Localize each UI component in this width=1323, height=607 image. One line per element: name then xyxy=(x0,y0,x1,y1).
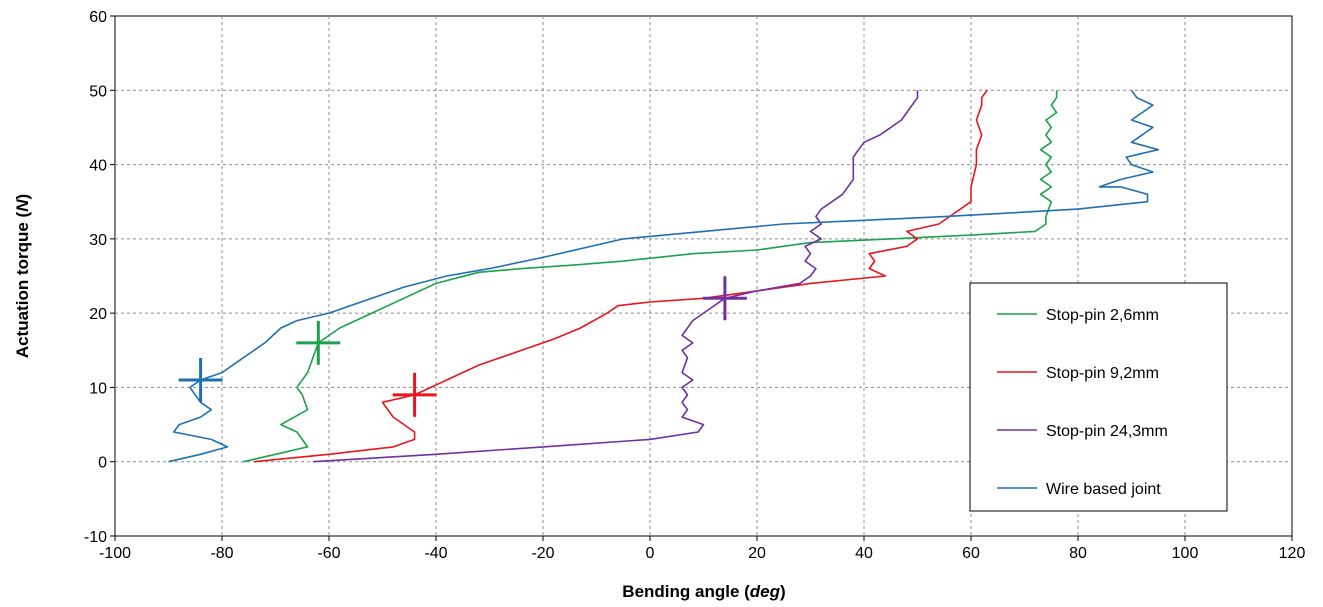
x-tick-label: -60 xyxy=(317,545,340,562)
legend: Stop-pin 2,6mm Stop-pin 9,2mm Stop-pin 24,… xyxy=(969,282,1228,512)
gridlines xyxy=(115,16,1292,536)
x-tick-labels: -100 -80 -60 -40 -20 0 20 40 60 80 100 120 xyxy=(99,536,1305,562)
x-tick-label: -80 xyxy=(210,545,233,562)
legend-label-stop-pin-2-6mm: Stop-pin 2,6mm xyxy=(1046,307,1159,324)
marker-stop-pin-2-6mm xyxy=(296,320,341,365)
y-tick-label: 30 xyxy=(89,232,107,249)
marker-stop-pin-24-3mm xyxy=(702,276,747,321)
series-line-wire-based-joint xyxy=(168,89,1160,463)
y-tick-labels: -10 0 10 20 30 40 50 60 xyxy=(84,9,115,546)
y-tick-label: 10 xyxy=(89,380,107,397)
y-axis-title: Actuation torque (N) xyxy=(13,194,32,358)
x-axis-title: Bending angle (deg) xyxy=(622,582,785,601)
x-tick-label: 100 xyxy=(1172,545,1199,562)
marker-wire-based-joint xyxy=(178,358,223,402)
x-tick-label: 0 xyxy=(646,545,655,562)
target-markers xyxy=(178,276,747,417)
legend-items: Stop-pin 2,6mm Stop-pin 9,2mm Stop-pin 24,… xyxy=(997,307,1168,498)
series-line-stop-pin-2-6mm xyxy=(243,90,1058,463)
legend-box xyxy=(969,282,1228,512)
legend-label-stop-pin-24-3mm: Stop-pin 24,3mm xyxy=(1046,423,1168,440)
y-tick-label: 50 xyxy=(89,83,107,100)
x-tick-label: -20 xyxy=(531,545,554,562)
x-tick-label: 80 xyxy=(1069,545,1087,562)
series-line-stop-pin-24-3mm xyxy=(312,90,919,463)
x-tick-label: 20 xyxy=(748,545,766,562)
y-tick-label: 40 xyxy=(89,158,107,175)
legend-label-stop-pin-9-2mm: Stop-pin 9,2mm xyxy=(1046,365,1159,382)
marker-stop-pin-9-2mm xyxy=(392,372,437,417)
y-tick-label: 0 xyxy=(98,455,107,472)
x-tick-label: 40 xyxy=(855,545,873,562)
x-tick-label: -40 xyxy=(424,545,447,562)
y-tick-label: -10 xyxy=(84,529,107,546)
x-tick-label: 60 xyxy=(962,545,980,562)
y-tick-label: 20 xyxy=(89,306,107,323)
series-layer xyxy=(168,89,1160,463)
x-tick-label: -100 xyxy=(99,545,131,562)
legend-label-wire-based-joint: Wire based joint xyxy=(1046,481,1161,498)
x-tick-label: 120 xyxy=(1279,545,1306,562)
series-line-stop-pin-9-2mm xyxy=(254,89,988,463)
y-tick-label: 60 xyxy=(89,9,107,26)
